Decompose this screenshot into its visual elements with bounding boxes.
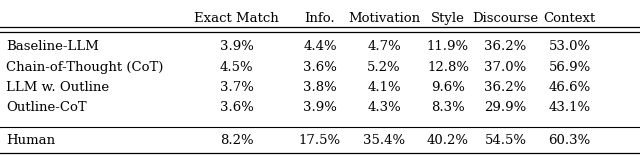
Text: Exact Match: Exact Match: [195, 12, 279, 25]
Text: 4.3%: 4.3%: [367, 101, 401, 114]
Text: 8.2%: 8.2%: [220, 134, 253, 147]
Text: LLM w. Outline: LLM w. Outline: [6, 81, 109, 94]
Text: 5.2%: 5.2%: [367, 61, 401, 74]
Text: 3.9%: 3.9%: [220, 40, 253, 53]
Text: Human: Human: [6, 134, 56, 147]
Text: 11.9%: 11.9%: [427, 40, 469, 53]
Text: 12.8%: 12.8%: [427, 61, 469, 74]
Text: 35.4%: 35.4%: [363, 134, 405, 147]
Text: 8.3%: 8.3%: [431, 101, 465, 114]
Text: 56.9%: 56.9%: [548, 61, 591, 74]
Text: 4.4%: 4.4%: [303, 40, 337, 53]
Text: 3.8%: 3.8%: [303, 81, 337, 94]
Text: Context: Context: [543, 12, 596, 25]
Text: 3.6%: 3.6%: [220, 101, 253, 114]
Text: 17.5%: 17.5%: [299, 134, 341, 147]
Text: Baseline-LLM: Baseline-LLM: [6, 40, 99, 53]
Text: Info.: Info.: [305, 12, 335, 25]
Text: 3.9%: 3.9%: [303, 101, 337, 114]
Text: 53.0%: 53.0%: [548, 40, 591, 53]
Text: 46.6%: 46.6%: [548, 81, 591, 94]
Text: 43.1%: 43.1%: [548, 101, 591, 114]
Text: 36.2%: 36.2%: [484, 81, 527, 94]
Text: 4.7%: 4.7%: [367, 40, 401, 53]
Text: Discourse: Discourse: [472, 12, 539, 25]
Text: 4.5%: 4.5%: [220, 61, 253, 74]
Text: Motivation: Motivation: [348, 12, 420, 25]
Text: 29.9%: 29.9%: [484, 101, 527, 114]
Text: 54.5%: 54.5%: [484, 134, 527, 147]
Text: 40.2%: 40.2%: [427, 134, 469, 147]
Text: Style: Style: [431, 12, 465, 25]
Text: 60.3%: 60.3%: [548, 134, 591, 147]
Text: Chain-of-Thought (CoT): Chain-of-Thought (CoT): [6, 61, 164, 74]
Text: 37.0%: 37.0%: [484, 61, 527, 74]
Text: 9.6%: 9.6%: [431, 81, 465, 94]
Text: 36.2%: 36.2%: [484, 40, 527, 53]
Text: Outline-CoT: Outline-CoT: [6, 101, 87, 114]
Text: 4.1%: 4.1%: [367, 81, 401, 94]
Text: 3.6%: 3.6%: [303, 61, 337, 74]
Text: 3.7%: 3.7%: [220, 81, 253, 94]
